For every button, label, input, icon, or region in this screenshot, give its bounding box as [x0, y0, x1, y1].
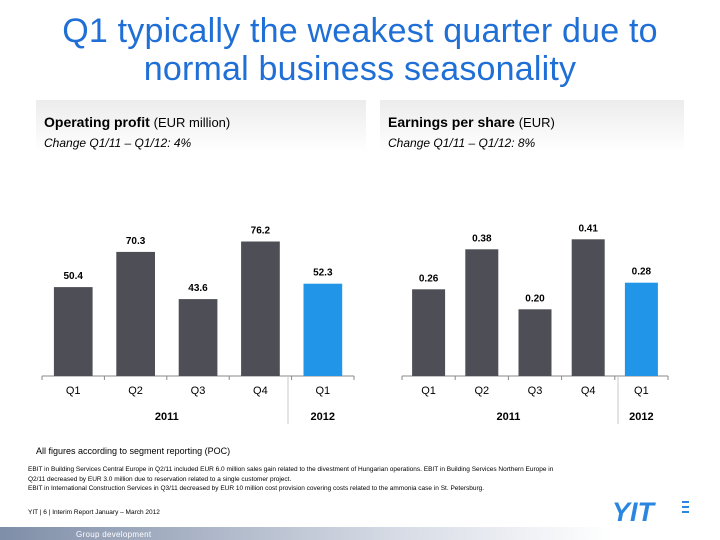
logo-stripe	[682, 501, 689, 503]
data-label: 0.20	[525, 293, 545, 304]
logo-stripe	[682, 506, 689, 508]
operating-profit-chart: 50.4 Q1 70.3 Q2 43.6 Q3 76.2 Q4 52.3 Q1 2011 2012	[36, 160, 366, 430]
category-label: Q2	[128, 385, 143, 397]
eps-change: Change Q1/11 – Q1/12: 8%	[388, 136, 536, 150]
data-label: 0.41	[578, 223, 598, 234]
category-label: Q4	[581, 385, 596, 397]
footnote-line: EBIT in Building Services Central Europe…	[28, 466, 554, 473]
year-label: 2012	[629, 411, 653, 423]
category-label: Q4	[253, 385, 268, 397]
year-label: 2012	[311, 411, 335, 423]
category-label: Q1	[634, 385, 649, 397]
logo-wordmark: YIT	[612, 497, 657, 525]
footer-bar	[0, 527, 720, 540]
data-label: 76.2	[251, 226, 271, 237]
metric-name: Operating profit	[44, 114, 150, 130]
eps-header: Earnings per share (EUR) Change Q1/11 – …	[380, 100, 684, 158]
footnote-line: Q2/11 decreased by EUR 3.0 million due t…	[28, 475, 292, 483]
metric-unit: (EUR million)	[153, 115, 231, 130]
yit-logo: YIT	[612, 497, 689, 525]
eps-chart: 0.26 Q1 0.38 Q2 0.20 Q3 0.41 Q4 0.28 Q1 2011 2012	[396, 160, 686, 430]
bar	[241, 241, 280, 376]
year-label: 2011	[496, 411, 520, 423]
footnote-line: EBIT in International Construction Servi…	[28, 485, 485, 492]
poc-note: All figures according to segment reporti…	[36, 446, 231, 456]
data-label: 0.26	[419, 273, 439, 284]
category-label: Q2	[474, 385, 489, 397]
category-label: Q1	[66, 385, 81, 397]
bar	[53, 287, 93, 376]
logo-stripe	[682, 511, 689, 513]
footer-reference: YIT | 6 | Interim Report January – March…	[28, 509, 160, 516]
category-label: Q3	[528, 385, 543, 397]
metric-unit: (EUR)	[518, 115, 555, 130]
data-label: 70.3	[126, 236, 146, 247]
bar	[303, 283, 343, 376]
bar	[412, 289, 446, 376]
data-label: 50.4	[63, 271, 83, 282]
title-line-2: normal business seasonality	[143, 50, 577, 88]
operating-profit-header: Operating profit (EUR million) Change Q1…	[36, 100, 366, 158]
data-label: 52.3	[313, 268, 333, 279]
year-label: 2011	[155, 411, 179, 423]
operating-profit-change: Change Q1/11 – Q1/12: 4%	[44, 136, 192, 150]
operating-profit-heading: Operating profit (EUR million)	[44, 114, 230, 130]
footer-department: Group development	[76, 530, 152, 539]
metric-name: Earnings per share	[388, 114, 515, 130]
category-label: Q3	[191, 385, 206, 397]
title-line-1: Q1 typically the weakest quarter due to	[62, 12, 658, 50]
operating-profit-chart-svg: 50.4 Q1 70.3 Q2 43.6 Q3 76.2 Q4 52.3 Q1 2011 2012	[41, 226, 355, 424]
data-label: 0.38	[472, 233, 492, 244]
bar	[518, 309, 552, 376]
eps-heading: Earnings per share (EUR)	[388, 114, 555, 130]
bar	[178, 299, 218, 376]
eps-chart-svg: 0.26 Q1 0.38 Q2 0.20 Q3 0.41 Q4 0.28 Q1 2011 2012	[401, 223, 669, 424]
category-label: Q1	[421, 385, 436, 397]
bar	[624, 282, 658, 376]
bar	[465, 249, 499, 376]
bar	[116, 251, 155, 376]
slide-title: Q1 typically the weakest quarter due to …	[0, 12, 720, 88]
category-label: Q1	[315, 385, 330, 397]
data-label: 0.28	[632, 267, 652, 278]
bar	[571, 239, 605, 376]
data-label: 43.6	[188, 283, 208, 294]
footnotes: EBIT in Building Services Central Europe…	[28, 465, 688, 494]
